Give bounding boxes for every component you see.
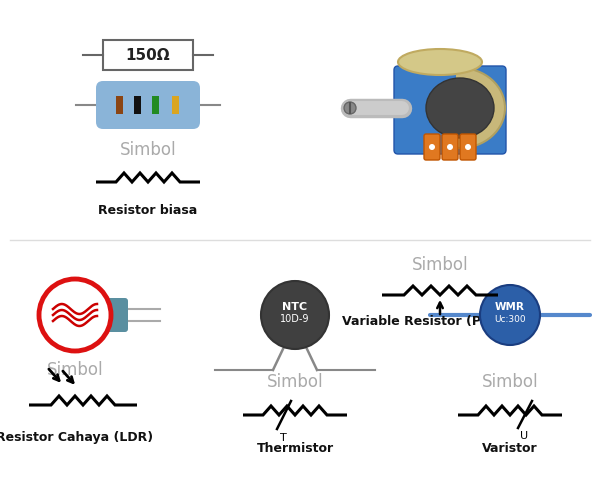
Text: Resistor biasa: Resistor biasa: [98, 204, 197, 216]
FancyBboxPatch shape: [96, 81, 200, 129]
Circle shape: [44, 284, 106, 346]
Circle shape: [429, 144, 435, 150]
FancyBboxPatch shape: [442, 134, 458, 160]
Text: Simbol: Simbol: [482, 373, 538, 391]
Text: Simbol: Simbol: [47, 361, 103, 379]
Text: Simbol: Simbol: [119, 141, 176, 159]
Text: Uc:300: Uc:300: [494, 314, 526, 324]
Ellipse shape: [426, 78, 494, 138]
Text: 10D-9: 10D-9: [280, 314, 310, 324]
FancyBboxPatch shape: [395, 70, 456, 148]
FancyBboxPatch shape: [424, 134, 440, 160]
Circle shape: [261, 281, 329, 349]
Text: Variable Resistor (Potensio): Variable Resistor (Potensio): [341, 316, 538, 328]
Ellipse shape: [415, 68, 505, 148]
FancyBboxPatch shape: [94, 298, 128, 332]
Text: U: U: [520, 431, 528, 441]
FancyBboxPatch shape: [394, 66, 506, 154]
Bar: [134, 96, 141, 114]
Circle shape: [465, 144, 471, 150]
Circle shape: [39, 279, 111, 351]
Bar: [152, 96, 159, 114]
Circle shape: [447, 144, 453, 150]
Text: Resistor Cahaya (LDR): Resistor Cahaya (LDR): [0, 432, 154, 444]
FancyBboxPatch shape: [460, 134, 476, 160]
Ellipse shape: [398, 49, 482, 75]
Circle shape: [344, 102, 356, 114]
Text: 150Ω: 150Ω: [125, 48, 170, 62]
Bar: [172, 96, 179, 114]
Circle shape: [480, 285, 540, 345]
Text: Simbol: Simbol: [412, 256, 469, 274]
Text: Varistor: Varistor: [482, 442, 538, 454]
Bar: [103, 40, 193, 70]
Text: NTC: NTC: [283, 302, 308, 312]
Text: WMR: WMR: [495, 302, 525, 312]
Bar: [116, 96, 123, 114]
Text: Thermistor: Thermistor: [256, 442, 334, 454]
Text: Simbol: Simbol: [266, 373, 323, 391]
Text: T: T: [280, 433, 286, 443]
